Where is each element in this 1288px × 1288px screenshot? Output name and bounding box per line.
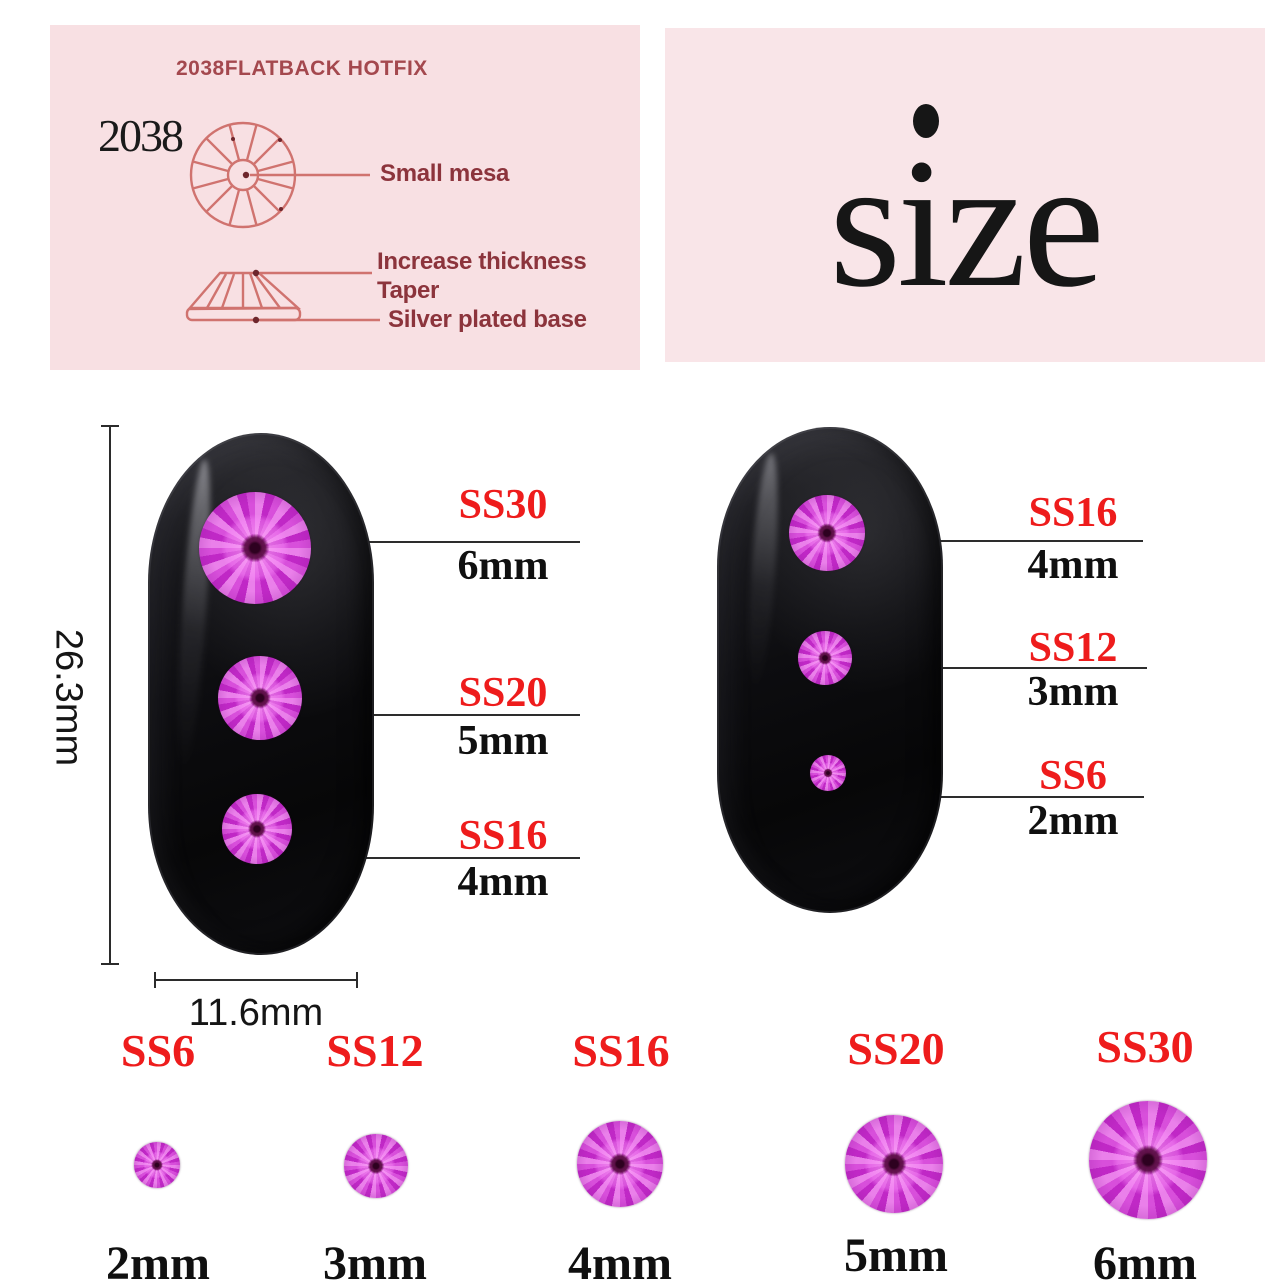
chart-stone-ss6: [134, 1142, 180, 1188]
spec-panel-title: 2038FLATBACK HOTFIX: [176, 57, 428, 80]
chart-stone-ss16: [577, 1121, 663, 1207]
label-small-mesa: Small mesa: [380, 160, 510, 187]
chart-size-6mm: 6mm: [1093, 1237, 1197, 1288]
model-number: 2038: [98, 110, 184, 161]
callout-code: SS30: [458, 482, 548, 528]
label-silver-plated-base: Silver plated base: [388, 306, 587, 333]
vertical-dimension-line: [101, 425, 119, 965]
spec-panel: 2038FLATBACK HOTFIX 2038 Small mesa Incr…: [50, 25, 640, 370]
rhinestone-ss6: [810, 755, 846, 791]
callout-size: 4mm: [457, 859, 549, 905]
callout-code: SS20: [458, 670, 548, 716]
leader-line: [905, 667, 1147, 669]
chart-size-3mm: 3mm: [323, 1237, 427, 1288]
callout-code: SS16: [1028, 490, 1118, 536]
chart-code-ss30: SS30: [1096, 1021, 1194, 1072]
chart-code-ss20: SS20: [847, 1023, 945, 1074]
chart-stone-ss30: [1089, 1101, 1207, 1219]
leader-line: [905, 540, 1143, 542]
nail-shine: [742, 452, 784, 694]
label-taper: Taper: [377, 277, 440, 304]
callout-size: 6mm: [457, 543, 549, 589]
rhinestone-diagram: [185, 121, 380, 324]
nail-left: [148, 433, 374, 955]
rhinestone-ss12: [798, 631, 852, 685]
callout-size: 5mm: [457, 718, 549, 764]
rhinestone-ss16: [789, 495, 865, 571]
chart-stone-ss20: [845, 1115, 943, 1213]
chart-code-ss6: SS6: [120, 1025, 196, 1076]
callout-code: SS12: [1028, 625, 1118, 671]
nail-length-label: 26.3mm: [47, 628, 90, 767]
size-panel: size: [665, 28, 1265, 362]
callout-code: SS16: [458, 813, 548, 859]
label-increase-thickness: Increase thickness: [377, 248, 587, 275]
callout-size: 4mm: [1027, 542, 1119, 588]
callout-size: 2mm: [1027, 798, 1119, 844]
chart-code-ss12: SS12: [326, 1025, 424, 1076]
chart-stone-ss12: [344, 1134, 408, 1198]
rhinestone-ss16: [222, 794, 292, 864]
nail-shine: [171, 458, 217, 770]
nail-width-label: 11.6mm: [188, 992, 324, 1034]
dot-accent-icon: [913, 104, 939, 138]
chart-size-4mm: 4mm: [568, 1237, 672, 1288]
rhinestone-ss20: [218, 656, 302, 740]
horizontal-dimension-line: [154, 972, 358, 988]
leader-line: [342, 857, 580, 859]
leader-line: [340, 541, 580, 543]
chart-code-ss16: SS16: [572, 1025, 670, 1076]
leader-line: [340, 714, 580, 716]
rhinestone-ss30: [199, 492, 311, 604]
leader-line: [898, 796, 1144, 798]
nail-right: [717, 427, 943, 913]
callout-size: 3mm: [1027, 669, 1119, 715]
chart-size-5mm: 5mm: [844, 1229, 948, 1282]
size-heading: size: [829, 121, 1105, 326]
callout-code: SS6: [1039, 753, 1107, 799]
chart-size-2mm: 2mm: [106, 1237, 210, 1288]
